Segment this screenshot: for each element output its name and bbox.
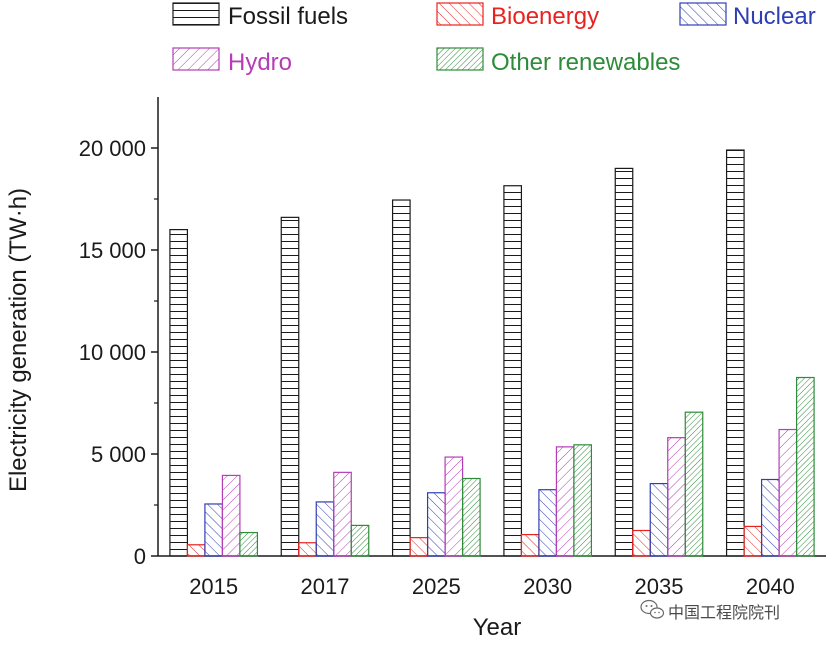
bar-fossil-fuels-2025: [391, 199, 411, 557]
bar-fossil-fuels-2035: [614, 167, 634, 557]
legend-item-fossil-fuels: Fossil fuels: [172, 2, 348, 30]
bar-nuclear-2015: [204, 503, 224, 557]
legend-swatch-bioenergy: [436, 2, 484, 26]
legend-swatch-fossil-fuels: [172, 2, 220, 26]
wechat-icon: [640, 599, 665, 619]
bar-nuclear-2017: [315, 501, 335, 557]
x-tick-label-2015: 2015: [189, 574, 238, 599]
legend-label-bioenergy: Bioenergy: [491, 3, 599, 30]
bar-fossil-fuels-2015: [169, 229, 189, 557]
bar-nuclear-2040: [760, 478, 780, 557]
legend-item-other-renewables: Other renewables: [436, 47, 680, 76]
bar-other-renewables-2030: [573, 444, 593, 557]
watermark-text: 中国工程院院刊: [668, 603, 780, 622]
bar-fossil-fuels-2030: [503, 185, 523, 557]
bar-bioenergy-2015: [186, 544, 206, 557]
legend-item-bioenergy: Bioenergy: [436, 2, 599, 30]
y-tick-label-15000: 15 000: [79, 238, 146, 263]
x-tick-label-2017: 2017: [301, 574, 350, 599]
watermark: 中国工程院院刊: [640, 599, 780, 622]
legend-label-hydro: Hydro: [228, 49, 292, 76]
bar-fossil-fuels-2017: [280, 216, 300, 557]
axes: 0 5 000 10 000 15 000 20 000 2015 2017 2025 203…: [79, 97, 826, 599]
bar-nuclear-2025: [426, 492, 446, 557]
bar-fossil-fuels-2040: [725, 149, 745, 557]
legend-label-other-renewables: Other renewables: [491, 49, 680, 76]
x-tick-label-2030: 2030: [523, 574, 572, 599]
bar-nuclear-2035: [649, 482, 669, 557]
bar-bioenergy-2035: [632, 529, 651, 557]
bar-hydro-2040: [778, 428, 798, 557]
y-ticks: 0 5 000 10 000 15 000 20 000: [79, 136, 158, 569]
bar-other-renewables-2017: [350, 524, 370, 557]
bar-hydro-2015: [221, 474, 241, 557]
bar-hydro-2017: [333, 471, 352, 557]
x-tick-label-2025: 2025: [412, 574, 461, 599]
bar-other-renewables-2040: [795, 376, 815, 557]
legend-item-hydro: Hydro: [172, 47, 292, 76]
x-tick-label-2040: 2040: [746, 574, 795, 599]
bar-hydro-2030: [555, 446, 575, 557]
bar-bioenergy-2030: [520, 533, 540, 557]
x-axis-title: Year: [473, 614, 522, 641]
y-tick-label-20000: 20 000: [79, 136, 146, 161]
bar-other-renewables-2035: [684, 411, 704, 557]
legend-label-fossil-fuels: Fossil fuels: [228, 3, 348, 30]
bar-bioenergy-2017: [298, 542, 317, 557]
y-tick-label-0: 0: [134, 544, 146, 569]
bar-hydro-2025: [444, 456, 464, 557]
y-axis-title: Electricity generation (TW·h): [5, 188, 32, 492]
bar-hydro-2035: [667, 437, 686, 557]
bar-other-renewables-2025: [461, 477, 481, 557]
y-tick-label-10000: 10 000: [79, 340, 146, 365]
bars: [169, 149, 815, 557]
y-tick-label-5000: 5 000: [91, 442, 146, 467]
legend: Fossil fuels Bioenergy Nuclear Hydro Oth…: [172, 2, 816, 76]
bar-nuclear-2030: [538, 489, 558, 557]
x-ticks: 2015 2017 2025 2030 2035 2040: [189, 574, 795, 599]
legend-swatch-other-renewables: [436, 47, 484, 71]
legend-swatch-nuclear: [679, 2, 727, 26]
legend-label-nuclear: Nuclear: [733, 3, 816, 30]
bar-other-renewables-2015: [239, 531, 259, 557]
bar-bioenergy-2040: [743, 525, 763, 557]
x-tick-label-2035: 2035: [635, 574, 684, 599]
legend-item-nuclear: Nuclear: [679, 2, 816, 30]
legend-swatch-hydro: [172, 47, 220, 71]
bar-bioenergy-2025: [409, 537, 429, 557]
